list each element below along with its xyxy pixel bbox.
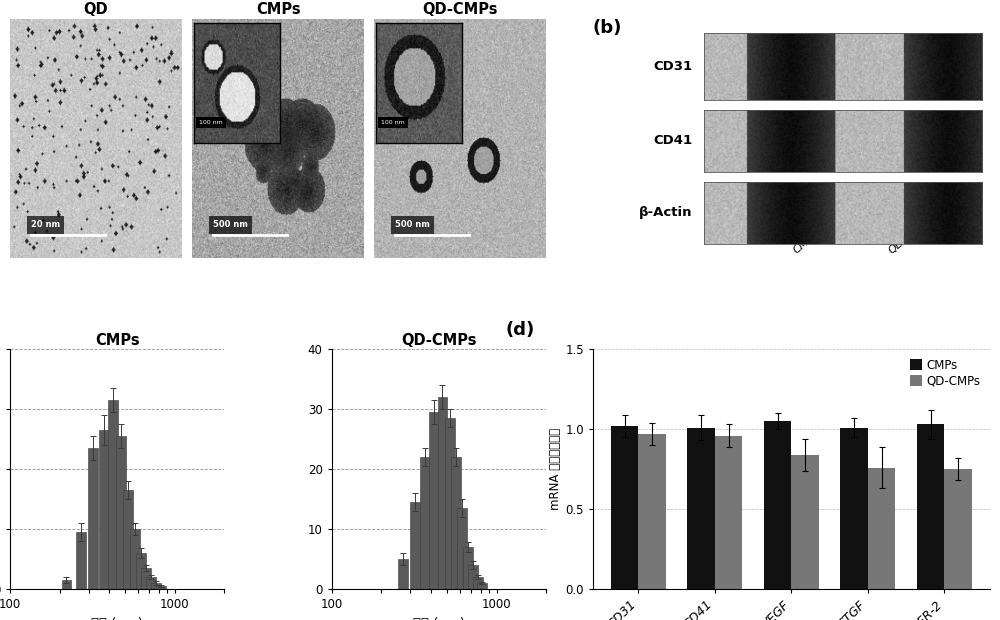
Bar	[116, 436, 126, 589]
Text: 500 nm: 500 nm	[213, 220, 248, 229]
Bar	[944, 469, 972, 589]
Bar	[62, 580, 71, 589]
Text: β-Actin: β-Actin	[639, 206, 692, 219]
Bar	[473, 577, 483, 589]
X-axis label: 直径 (nm): 直径 (nm)	[413, 616, 465, 620]
Bar	[88, 448, 98, 589]
Bar	[445, 418, 455, 589]
Title: QD-CMPs: QD-CMPs	[422, 2, 498, 17]
Bar	[451, 457, 461, 589]
Bar	[99, 430, 109, 589]
Text: CMPs: CMPs	[791, 229, 821, 256]
Bar	[156, 586, 166, 589]
X-axis label: 直径 (nm): 直径 (nm)	[91, 616, 143, 620]
Bar	[420, 457, 430, 589]
Bar	[868, 467, 895, 589]
Bar	[791, 455, 819, 589]
Text: (d): (d)	[505, 321, 535, 339]
Bar	[764, 421, 791, 589]
Text: (b): (b)	[593, 19, 622, 37]
Bar	[146, 577, 156, 589]
Text: 500 nm: 500 nm	[395, 220, 430, 229]
Bar	[438, 397, 447, 589]
Bar	[468, 565, 478, 589]
Bar	[463, 547, 473, 589]
Bar	[840, 428, 868, 589]
Title: QD: QD	[84, 2, 108, 17]
Bar	[687, 428, 715, 589]
Bar	[123, 490, 133, 589]
Text: CD31: CD31	[653, 60, 692, 73]
Bar	[477, 583, 487, 589]
Title: CMPs: CMPs	[95, 333, 140, 348]
Bar	[151, 583, 161, 589]
Bar	[457, 508, 467, 589]
Y-axis label: mRNA 相对表达水平: mRNA 相对表达水平	[549, 428, 562, 510]
Bar	[141, 568, 151, 589]
Bar	[130, 529, 140, 589]
Title: QD-CMPs: QD-CMPs	[401, 333, 477, 348]
Bar	[108, 401, 118, 589]
Title: CMPs: CMPs	[256, 2, 300, 17]
Bar	[410, 502, 420, 589]
Text: CD41: CD41	[653, 135, 692, 148]
Bar	[715, 436, 742, 589]
Bar	[76, 532, 86, 589]
Bar	[398, 559, 408, 589]
Bar	[429, 412, 439, 589]
Bar	[638, 434, 666, 589]
Text: QD-CMPs: QD-CMPs	[887, 215, 932, 256]
Text: 20 nm: 20 nm	[31, 220, 60, 229]
Bar	[136, 553, 146, 589]
Legend: CMPs, QD-CMPs: CMPs, QD-CMPs	[906, 355, 984, 391]
Bar	[611, 426, 638, 589]
Bar	[917, 425, 944, 589]
